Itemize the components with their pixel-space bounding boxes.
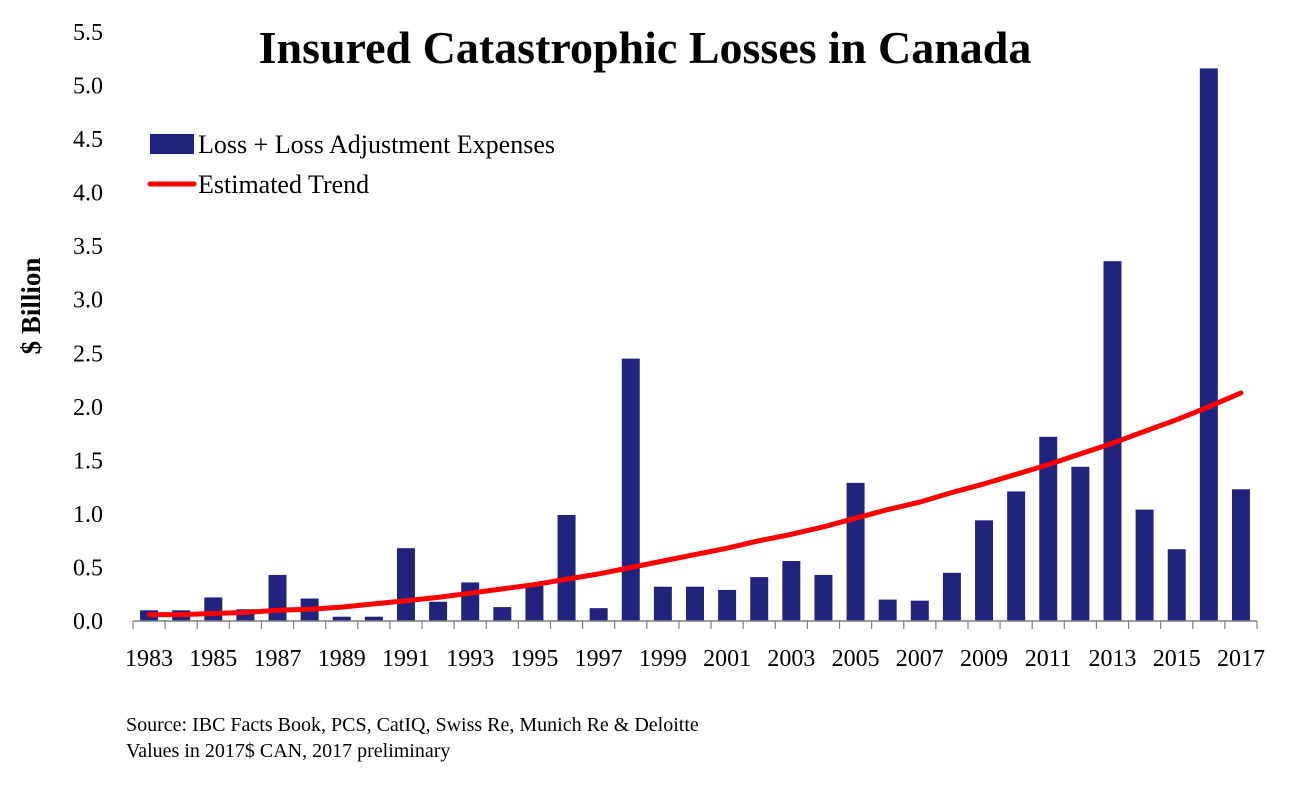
bar-1990 bbox=[364, 616, 383, 621]
x-tick-label: 2009 bbox=[960, 646, 1008, 672]
bar-2002 bbox=[750, 577, 769, 621]
bar-2008 bbox=[942, 572, 961, 621]
bar-1991 bbox=[396, 548, 415, 621]
bar-2000 bbox=[686, 586, 704, 621]
bar-1986 bbox=[236, 609, 255, 621]
y-tick-label: 0.0 bbox=[73, 609, 103, 635]
x-tick-label: 1991 bbox=[382, 646, 430, 672]
bar-2009 bbox=[975, 520, 994, 621]
legend-label-line: Estimated Trend bbox=[198, 170, 369, 199]
x-tick-label: 2011 bbox=[1025, 646, 1072, 672]
bar-1998 bbox=[621, 358, 640, 621]
y-tick-label: 1.5 bbox=[73, 448, 103, 474]
x-tick-label: 2003 bbox=[767, 646, 815, 672]
bar-1987 bbox=[268, 574, 287, 621]
bar-2003 bbox=[782, 561, 801, 621]
x-tick-label: 1985 bbox=[189, 646, 237, 672]
bar-1985 bbox=[204, 597, 223, 621]
x-tick-label: 2001 bbox=[703, 646, 751, 672]
y-tick-label: 2.0 bbox=[73, 395, 103, 421]
y-tick-label: 3.5 bbox=[73, 234, 103, 260]
bar-1996 bbox=[557, 514, 576, 621]
bar-2016 bbox=[1199, 68, 1218, 622]
x-tick-label: 2015 bbox=[1153, 646, 1201, 672]
y-tick-label: 4.0 bbox=[73, 181, 103, 207]
bar-1993 bbox=[461, 582, 480, 621]
y-tick-label: 4.5 bbox=[73, 127, 103, 153]
bar-2006 bbox=[878, 599, 897, 621]
x-tick-label: 1987 bbox=[254, 646, 302, 672]
legend: Loss + Loss Adjustment Expenses Estimate… bbox=[147, 130, 555, 199]
y-tick-label: 1.0 bbox=[73, 502, 103, 528]
trend-line bbox=[146, 390, 1244, 618]
bar-2015 bbox=[1167, 549, 1186, 621]
x-axis bbox=[132, 620, 1258, 629]
trend-series bbox=[146, 390, 1244, 618]
bar-2001 bbox=[718, 589, 737, 621]
bar-1999 bbox=[653, 586, 672, 621]
y-tick-label: 2.5 bbox=[73, 341, 103, 367]
bar-2012 bbox=[1071, 466, 1090, 621]
x-tick-label: 1983 bbox=[125, 646, 173, 672]
legend-swatch-bar bbox=[150, 134, 194, 154]
y-tick-label: 5.5 bbox=[73, 20, 103, 46]
bar-2017 bbox=[1231, 489, 1250, 621]
y-axis-ticks: 0.0 0.5 1.0 1.5 2.0 2.5 3.0 3.5 4.0 4.5 5.0 5.5 bbox=[73, 20, 103, 635]
x-tick-label: 2007 bbox=[896, 646, 944, 672]
bar-2011 bbox=[1039, 436, 1058, 621]
source-note: Source: IBC Facts Book, PCS, CatIQ, Swis… bbox=[126, 714, 699, 736]
bar-2010 bbox=[1007, 491, 1026, 621]
bar-2005 bbox=[846, 482, 865, 621]
y-tick-label: 0.5 bbox=[73, 555, 103, 581]
bar-2004 bbox=[814, 574, 833, 621]
y-tick-label: 3.0 bbox=[73, 288, 103, 314]
bar-1997 bbox=[589, 608, 608, 621]
x-tick-label: 2005 bbox=[832, 646, 880, 672]
x-tick-label: 1989 bbox=[318, 646, 366, 672]
bar-1989 bbox=[332, 616, 351, 621]
x-tick-label: 1997 bbox=[575, 646, 623, 672]
y-tick-label: 5.0 bbox=[73, 74, 103, 100]
x-tick-label: 1999 bbox=[639, 646, 687, 672]
bar-1995 bbox=[525, 585, 544, 621]
legend-label-bar: Loss + Loss Adjustment Expenses bbox=[198, 130, 555, 159]
x-axis-ticks: 1983 1985 1987 1989 1991 1993 1995 1997 1999 2001… bbox=[125, 646, 1265, 672]
bar-1994 bbox=[493, 607, 512, 621]
x-tick-label: 2017 bbox=[1217, 646, 1265, 672]
chart-title: Insured Catastrophic Losses in Canada bbox=[259, 22, 1032, 73]
x-tick-label: 1993 bbox=[446, 646, 494, 672]
values-note: Values in 2017$ CAN, 2017 preliminary bbox=[126, 740, 450, 762]
x-tick-label: 1995 bbox=[510, 646, 558, 672]
bar-1992 bbox=[429, 601, 448, 621]
x-tick-label: 2013 bbox=[1088, 646, 1136, 672]
bar-2014 bbox=[1135, 509, 1154, 621]
y-axis-label: $ Billion bbox=[16, 258, 46, 355]
bar-2007 bbox=[910, 600, 929, 621]
